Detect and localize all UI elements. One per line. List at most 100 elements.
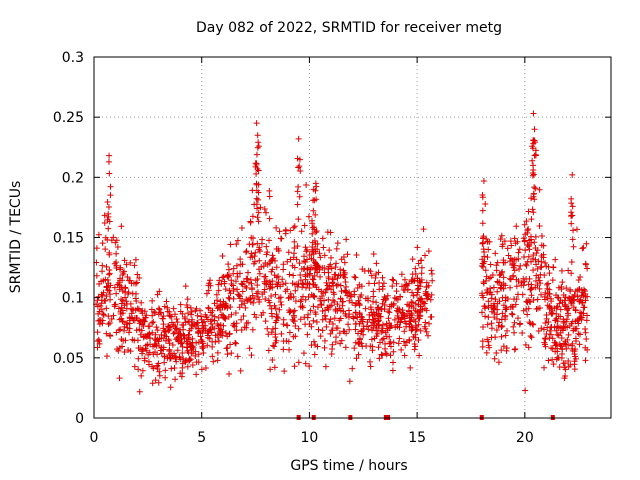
data-point xyxy=(583,240,590,247)
data-point xyxy=(483,349,490,356)
data-point xyxy=(389,276,396,283)
data-point xyxy=(360,325,367,332)
data-point xyxy=(311,293,318,300)
data-point xyxy=(116,344,123,351)
data-point xyxy=(384,325,391,332)
data-point xyxy=(250,299,257,306)
data-point xyxy=(215,338,222,345)
data-point xyxy=(490,284,497,291)
data-point xyxy=(265,297,272,304)
data-point xyxy=(296,193,303,200)
data-point xyxy=(509,311,516,318)
data-point xyxy=(128,305,135,312)
data-point xyxy=(268,310,275,317)
data-point xyxy=(579,289,586,296)
data-point xyxy=(543,330,550,337)
data-point xyxy=(103,330,110,337)
data-point xyxy=(310,207,317,214)
data-point xyxy=(212,332,219,339)
data-point xyxy=(189,316,196,323)
data-point xyxy=(559,279,566,286)
data-point xyxy=(409,289,416,296)
data-point xyxy=(107,183,114,190)
data-point xyxy=(143,347,150,354)
data-point xyxy=(329,327,336,334)
data-point xyxy=(534,282,541,289)
data-point xyxy=(252,163,259,170)
data-point xyxy=(188,342,195,349)
data-point xyxy=(407,364,414,371)
data-point xyxy=(246,345,253,352)
data-point xyxy=(376,355,383,362)
data-point xyxy=(254,205,261,212)
data-point xyxy=(294,243,301,250)
data-point xyxy=(563,318,570,325)
data-point xyxy=(485,246,492,253)
data-point xyxy=(390,339,397,346)
data-point xyxy=(412,270,419,277)
data-point xyxy=(170,321,177,328)
data-point xyxy=(199,340,206,347)
data-point xyxy=(336,305,343,312)
data-point xyxy=(233,241,240,248)
data-point xyxy=(272,331,279,338)
data-point xyxy=(133,327,140,334)
data-point xyxy=(372,315,379,322)
data-point xyxy=(532,152,539,159)
data-point xyxy=(414,244,421,251)
data-point xyxy=(174,347,181,354)
data-point xyxy=(394,323,401,330)
data-point xyxy=(193,359,200,366)
data-point xyxy=(304,271,311,278)
data-point xyxy=(198,313,205,320)
data-point xyxy=(523,218,530,225)
data-point xyxy=(420,226,427,233)
data-point xyxy=(328,286,335,293)
data-point xyxy=(542,289,549,296)
data-point xyxy=(560,292,567,299)
data-point xyxy=(286,309,293,316)
data-point xyxy=(576,297,583,304)
data-point xyxy=(370,288,377,295)
data-point xyxy=(121,257,128,264)
data-point xyxy=(104,287,111,294)
data-point xyxy=(580,310,587,317)
data-point xyxy=(511,267,518,274)
data-point xyxy=(328,265,335,272)
data-point xyxy=(538,232,545,239)
data-point xyxy=(288,294,295,301)
data-point xyxy=(390,277,397,284)
data-point xyxy=(546,290,553,297)
data-point xyxy=(221,315,228,322)
data-point xyxy=(163,298,170,305)
data-point xyxy=(234,273,241,280)
data-point xyxy=(184,347,191,354)
data-point xyxy=(107,291,114,298)
data-point xyxy=(429,277,436,284)
data-point xyxy=(291,363,298,370)
data-point xyxy=(425,248,432,255)
data-point xyxy=(423,279,430,286)
data-point xyxy=(511,329,518,336)
data-point xyxy=(549,335,556,342)
data-point xyxy=(271,302,278,309)
data-point xyxy=(542,336,549,343)
data-point xyxy=(312,187,319,194)
data-point xyxy=(375,344,382,351)
data-point xyxy=(224,305,231,312)
data-point xyxy=(356,336,363,343)
data-point xyxy=(555,332,562,339)
data-point xyxy=(524,311,531,318)
data-point xyxy=(504,327,511,334)
data-point xyxy=(193,339,200,346)
data-point xyxy=(136,388,143,395)
data-point xyxy=(253,290,260,297)
data-point xyxy=(139,367,146,374)
data-point xyxy=(534,296,541,303)
data-point xyxy=(487,285,494,292)
data-point xyxy=(224,351,231,358)
data-point xyxy=(145,358,152,365)
data-point xyxy=(415,336,422,343)
data-point xyxy=(135,344,142,351)
data-point xyxy=(528,334,535,341)
